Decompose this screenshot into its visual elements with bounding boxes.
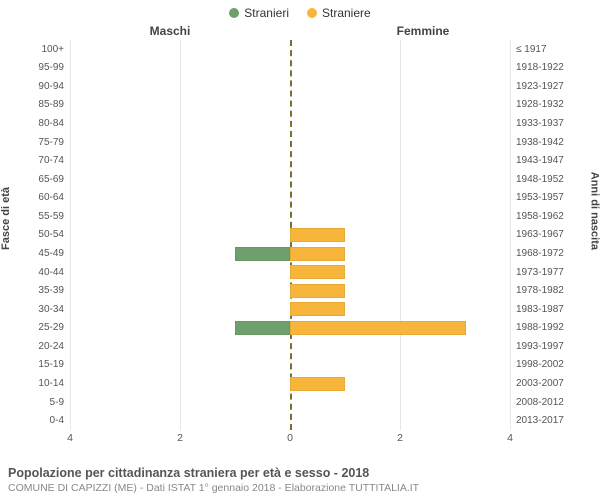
y-axis-right-title: Anni di nascita xyxy=(588,172,600,250)
age-label: 95-99 xyxy=(38,62,64,73)
table-row: 0-42013-2017 xyxy=(70,411,510,430)
table-row: 20-241993-1997 xyxy=(70,337,510,356)
table-row: 60-641953-1957 xyxy=(70,189,510,208)
legend-label-female: Straniere xyxy=(322,6,371,20)
age-label: 30-34 xyxy=(38,304,64,315)
x-tick: 4 xyxy=(67,432,73,444)
bar-female xyxy=(290,377,345,391)
table-row: 95-991918-1922 xyxy=(70,59,510,78)
age-label: 85-89 xyxy=(38,99,64,110)
birth-label: 1998-2002 xyxy=(516,359,564,370)
birth-label: 1953-1957 xyxy=(516,192,564,203)
table-row: 5-92008-2012 xyxy=(70,393,510,412)
y-axis-left-title: Fasce di età xyxy=(0,187,12,250)
age-label: 25-29 xyxy=(38,322,64,333)
age-label: 0-4 xyxy=(50,415,64,426)
legend-label-male: Stranieri xyxy=(244,6,289,20)
age-label: 55-59 xyxy=(38,211,64,222)
bar-female xyxy=(290,265,345,279)
column-title-male: Maschi xyxy=(0,24,300,38)
age-label: 70-74 xyxy=(38,155,64,166)
age-label: 80-84 xyxy=(38,118,64,129)
age-label: 60-64 xyxy=(38,192,64,203)
age-label: 35-39 xyxy=(38,285,64,296)
birth-label: 1928-1932 xyxy=(516,99,564,110)
bar-female xyxy=(290,321,466,335)
table-row: 85-891928-1932 xyxy=(70,96,510,115)
bar-female xyxy=(290,228,345,242)
bar-female xyxy=(290,302,345,316)
birth-label: 2008-2012 xyxy=(516,397,564,408)
column-titles: Maschi Femmine xyxy=(0,24,600,38)
birth-label: ≤ 1917 xyxy=(516,44,547,55)
table-row: 50-541963-1967 xyxy=(70,226,510,245)
table-row: 40-441973-1977 xyxy=(70,263,510,282)
age-label: 10-14 xyxy=(38,378,64,389)
birth-label: 1943-1947 xyxy=(516,155,564,166)
table-row: 25-291988-1992 xyxy=(70,319,510,338)
age-label: 45-49 xyxy=(38,248,64,259)
age-label: 15-19 xyxy=(38,359,64,370)
legend-item-male: Stranieri xyxy=(229,6,289,20)
column-title-female: Femmine xyxy=(300,24,600,38)
x-tick: 2 xyxy=(397,432,403,444)
birth-label: 1963-1967 xyxy=(516,229,564,240)
birth-label: 1988-1992 xyxy=(516,322,564,333)
table-row: 90-941923-1927 xyxy=(70,77,510,96)
table-row: 10-142003-2007 xyxy=(70,374,510,393)
table-row: 80-841933-1937 xyxy=(70,114,510,133)
table-row: 30-341983-1987 xyxy=(70,300,510,319)
table-row: 35-391978-1982 xyxy=(70,281,510,300)
table-row: 65-691948-1952 xyxy=(70,170,510,189)
chart-caption: Popolazione per cittadinanza straniera p… xyxy=(8,466,419,494)
gridline xyxy=(510,40,511,430)
x-axis: 4 2 0 2 4 xyxy=(70,432,510,446)
birth-label: 2013-2017 xyxy=(516,415,564,426)
table-row: 100+≤ 1917 xyxy=(70,40,510,59)
birth-label: 1933-1937 xyxy=(516,118,564,129)
age-label: 5-9 xyxy=(50,397,64,408)
age-label: 20-24 xyxy=(38,341,64,352)
legend-swatch-male xyxy=(229,8,239,18)
birth-label: 1968-1972 xyxy=(516,248,564,259)
birth-label: 1983-1987 xyxy=(516,304,564,315)
x-tick: 0 xyxy=(287,432,293,444)
table-row: 55-591958-1962 xyxy=(70,207,510,226)
legend-item-female: Straniere xyxy=(307,6,371,20)
age-label: 75-79 xyxy=(38,137,64,148)
birth-label: 1973-1977 xyxy=(516,267,564,278)
age-label: 65-69 xyxy=(38,174,64,185)
birth-label: 1958-1962 xyxy=(516,211,564,222)
birth-label: 1923-1927 xyxy=(516,81,564,92)
pyramid-chart: 42024 100+≤ 191795-991918-192290-941923-… xyxy=(70,40,510,430)
x-tick: 2 xyxy=(177,432,183,444)
table-row: 45-491968-1972 xyxy=(70,244,510,263)
birth-label: 1993-1997 xyxy=(516,341,564,352)
table-row: 70-741943-1947 xyxy=(70,151,510,170)
table-row: 15-191998-2002 xyxy=(70,356,510,375)
bar-female xyxy=(290,284,345,298)
age-label: 100+ xyxy=(41,44,64,55)
bar-female xyxy=(290,247,345,261)
birth-label: 1978-1982 xyxy=(516,285,564,296)
table-row: 75-791938-1942 xyxy=(70,133,510,152)
birth-label: 2003-2007 xyxy=(516,378,564,389)
age-label: 90-94 xyxy=(38,81,64,92)
caption-source: COMUNE DI CAPIZZI (ME) - Dati ISTAT 1° g… xyxy=(8,482,419,494)
age-label: 50-54 xyxy=(38,229,64,240)
age-label: 40-44 xyxy=(38,267,64,278)
caption-title: Popolazione per cittadinanza straniera p… xyxy=(8,466,419,480)
bar-male xyxy=(235,321,290,335)
legend: Stranieri Straniere xyxy=(0,0,600,20)
birth-label: 1938-1942 xyxy=(516,137,564,148)
birth-label: 1948-1952 xyxy=(516,174,564,185)
birth-label: 1918-1922 xyxy=(516,62,564,73)
bar-male xyxy=(235,247,290,261)
x-tick: 4 xyxy=(507,432,513,444)
legend-swatch-female xyxy=(307,8,317,18)
